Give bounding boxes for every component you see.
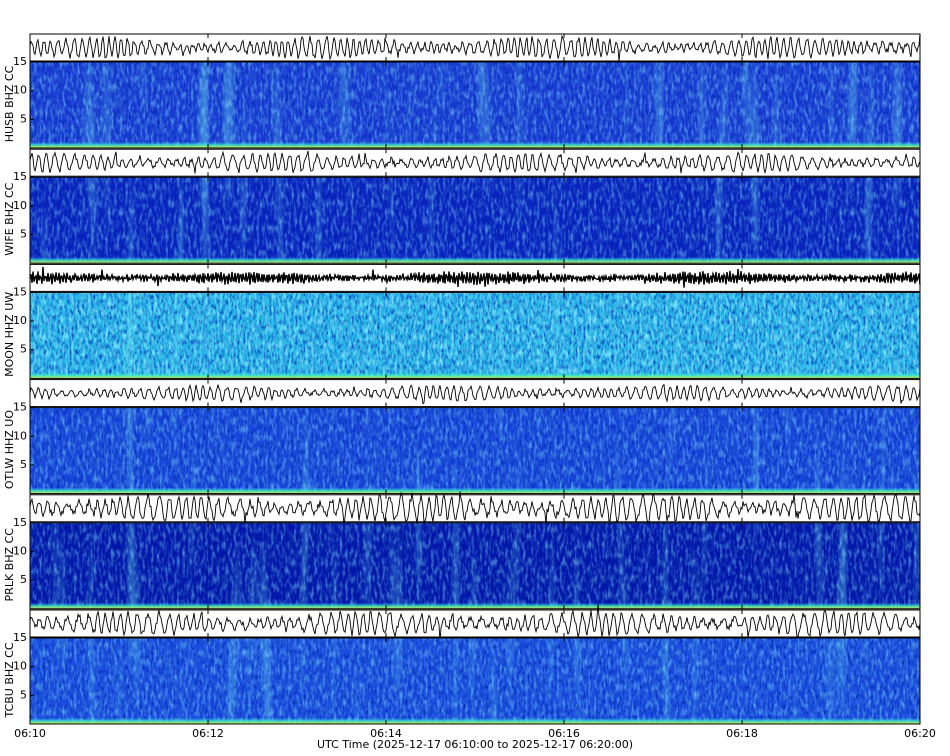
- spectrogram: [30, 292, 920, 379]
- spectrogram-frame: [29, 407, 921, 495]
- panel-label: HUSB BHZ CC: [3, 65, 16, 142]
- y-tick-label: 15: [13, 55, 27, 68]
- y-tick-label: 5: [20, 688, 27, 701]
- spectrogram-streaks: [30, 638, 920, 724]
- spectrogram-streaks: [30, 522, 920, 609]
- waveform: [29, 383, 921, 405]
- waveform-frame: [29, 33, 921, 62]
- y-tick-label: 5: [20, 458, 27, 471]
- spectrogram-frame: [29, 61, 921, 149]
- spectrogram-frame: [29, 637, 921, 725]
- spectrogram-streaks: [30, 177, 920, 264]
- spectrogram-frame: [29, 176, 921, 264]
- panel-label: WIFE BHZ CC: [3, 182, 16, 255]
- spectrogram-low-band: [30, 718, 920, 724]
- waveform-frame: [29, 609, 921, 638]
- waveform: [29, 603, 921, 642]
- spectrogram-streaks: [30, 62, 920, 148]
- x-tick-label: 06:20: [904, 727, 936, 740]
- y-tick-label: 5: [20, 112, 27, 125]
- y-tick-label: 15: [13, 401, 27, 414]
- y-tick-label: 10: [13, 314, 27, 327]
- spectrogram: [30, 522, 920, 609]
- y-tick-label: 15: [13, 170, 27, 183]
- waveform: [29, 33, 921, 62]
- waveform: [29, 266, 921, 288]
- panel-label: MOON HHZ UW: [3, 292, 16, 377]
- panel-label: OTLW HHZ UO: [3, 410, 16, 489]
- spectrogram: [30, 638, 920, 724]
- spectrogram: [30, 62, 920, 148]
- spectrogram-streaks: [30, 407, 920, 494]
- y-tick-label: 15: [13, 285, 27, 298]
- x-tick-label: 06:16: [548, 727, 580, 740]
- spectrogram: [30, 407, 920, 494]
- waveform: [29, 491, 921, 526]
- y-tick-label: 15: [13, 631, 27, 644]
- spectrogram-low-band: [30, 487, 920, 494]
- y-tick-label: 15: [13, 516, 27, 529]
- y-tick-label: 10: [13, 544, 27, 557]
- panel-label: PRLK BHZ CC: [3, 528, 16, 602]
- spectrogram-streaks: [30, 292, 920, 379]
- x-tick-label: 06:12: [192, 727, 224, 740]
- panel-label: TCBU BHZ CC: [3, 642, 16, 718]
- x-tick-label: 06:14: [370, 727, 402, 740]
- spectrogram-frame: [29, 522, 921, 610]
- waveform-frame: [29, 379, 921, 408]
- spectrogram-low-band: [30, 602, 920, 609]
- y-tick-label: 10: [13, 84, 27, 97]
- x-tick-label: 06:10: [14, 727, 46, 740]
- y-tick-label: 10: [13, 660, 27, 673]
- spectrogram-low-band: [30, 257, 920, 264]
- spectrogram-low-band: [30, 142, 920, 148]
- x-tick-label: 06:18: [726, 727, 758, 740]
- waveform-frame: [29, 148, 921, 177]
- y-tick-label: 5: [20, 343, 27, 356]
- waveform: [29, 150, 921, 175]
- y-tick-label: 5: [20, 573, 27, 586]
- y-tick-label: 5: [20, 228, 27, 241]
- x-axis-label: UTC Time (2025-12-17 06:10:00 to 2025-12…: [317, 738, 633, 751]
- spectrogram-frame: [29, 291, 921, 379]
- y-tick-label: 10: [13, 199, 27, 212]
- y-tick-label: 10: [13, 429, 27, 442]
- spectrogram-low-band: [30, 372, 920, 379]
- spectrogram: [30, 177, 920, 264]
